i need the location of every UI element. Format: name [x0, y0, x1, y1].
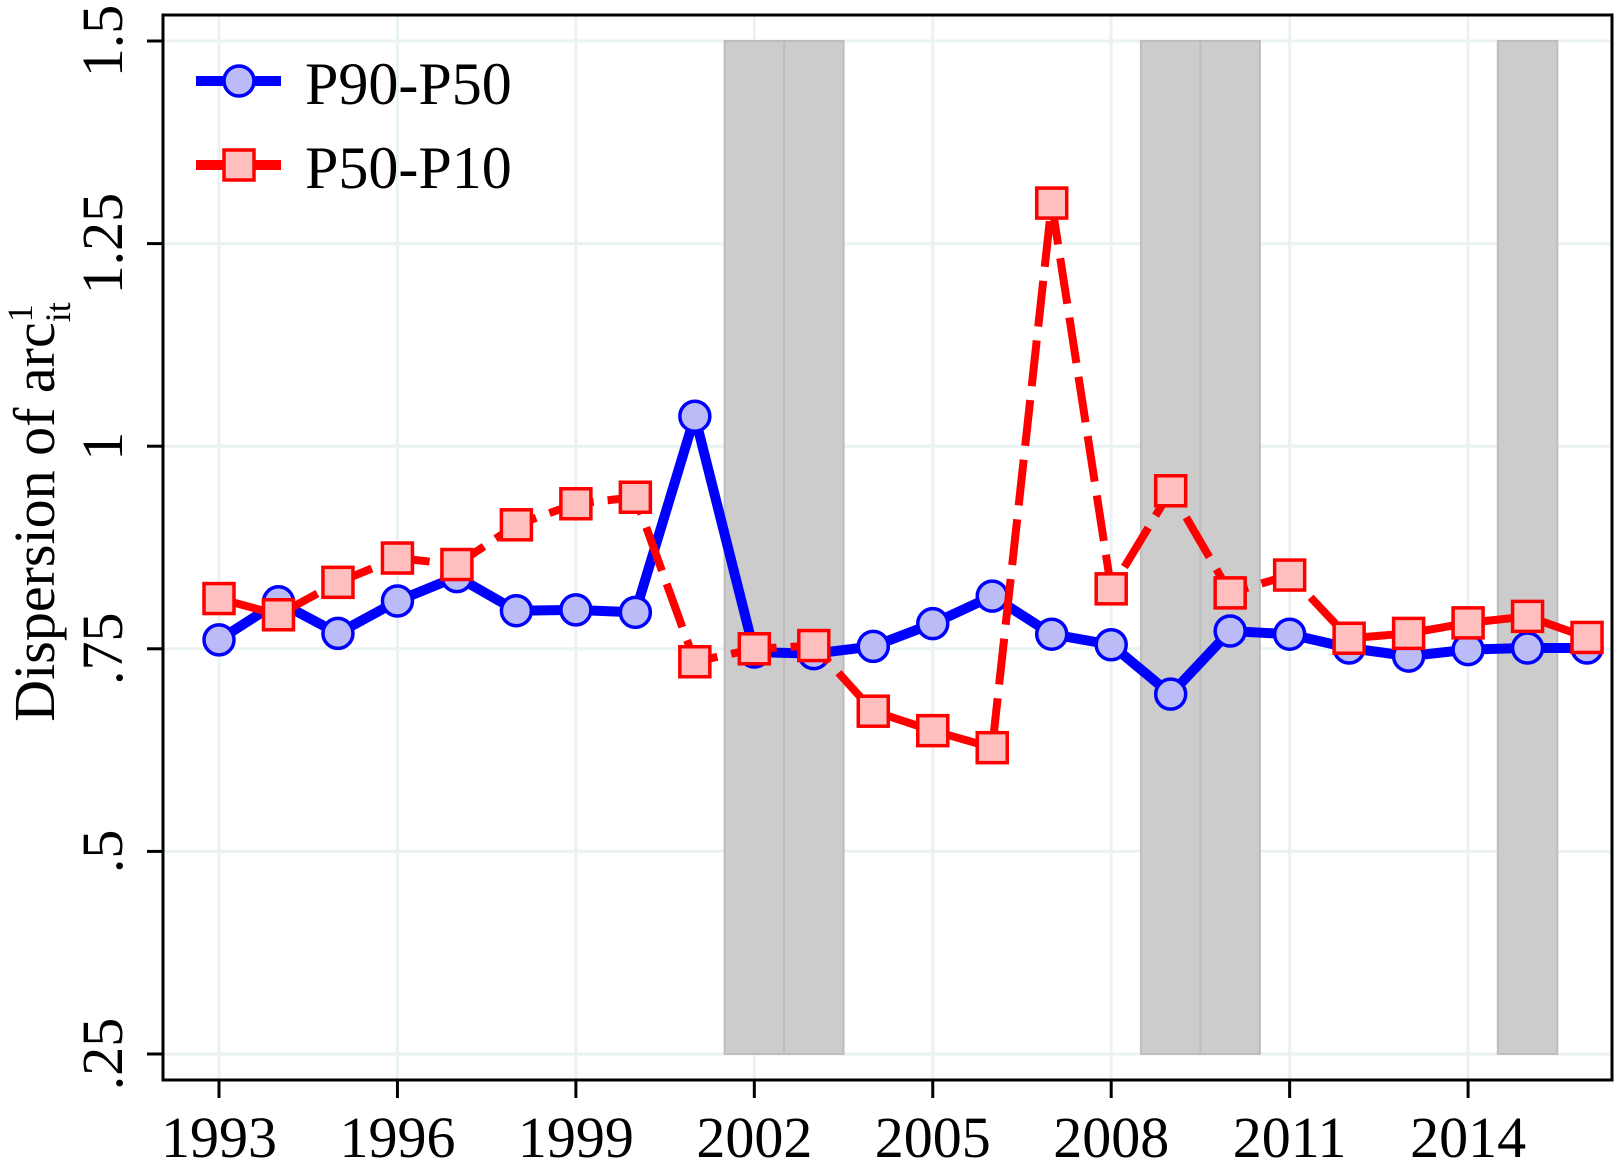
y-axis-title-base: Dispersion of arc: [2, 322, 67, 721]
square-marker-icon: [261, 598, 296, 632]
legend-item-p90-p50: P90-P50: [196, 51, 512, 117]
legend-item-p50-p10: P50-P10: [196, 135, 512, 201]
circle-marker-icon: [222, 64, 256, 98]
square-marker-icon: [1094, 572, 1128, 606]
square-marker-icon: [559, 486, 593, 521]
square-marker-icon: [1451, 606, 1485, 640]
square-marker-icon: [1570, 620, 1604, 655]
square-marker-icon: [440, 547, 474, 582]
recession-bar: [1139, 40, 1202, 1055]
square-marker-icon: [1213, 576, 1247, 610]
x-tick-label: 2014: [1410, 1105, 1526, 1170]
plot-border: [161, 13, 1614, 1082]
y-tick-label: 1: [70, 432, 135, 461]
circle-marker-icon: [975, 579, 1009, 613]
square-marker-icon: [618, 480, 653, 515]
plot-frame: [161, 13, 1614, 1082]
square-marker-icon: [1391, 616, 1426, 651]
x-tick-label: 1993: [161, 1105, 277, 1170]
square-marker-icon: [202, 581, 236, 616]
circle-marker-icon: [1153, 677, 1188, 711]
recession-bar: [1199, 40, 1261, 1055]
x-tick-label: 1996: [339, 1105, 455, 1170]
circle-marker-icon: [916, 606, 950, 641]
y-axis: .25 .5 .75 1 1.25 1.5: [70, 5, 163, 1091]
square-marker-icon: [1034, 186, 1069, 220]
y-tick-label: 1.5: [70, 5, 135, 78]
y-tick-label: .75: [70, 613, 135, 686]
circle-marker-icon: [321, 616, 355, 651]
x-tick-label: 2011: [1233, 1105, 1347, 1170]
recession-bar: [723, 40, 786, 1055]
circle-marker-icon: [559, 593, 593, 627]
square-marker-icon: [1332, 621, 1366, 656]
series-line-p90-p50: [216, 411, 1588, 700]
legend-label-p50-p10: P50-P10: [305, 135, 512, 201]
x-tick-label: 1999: [518, 1105, 634, 1170]
circle-marker-icon: [1272, 617, 1307, 651]
circle-marker-icon: [1213, 614, 1247, 648]
circle-marker-icon: [1034, 617, 1069, 651]
square-marker-icon: [1272, 558, 1307, 592]
legend: P90-P50 P50-P10: [196, 51, 512, 201]
circle-marker-icon: [618, 595, 653, 630]
y-axis-title-sub: it: [38, 302, 78, 322]
y-axis-title: Dispersion of arc1it: [0, 302, 78, 721]
circle-marker-icon: [499, 593, 534, 628]
square-marker-icon: [916, 713, 950, 748]
x-tick-label: 2005: [875, 1105, 991, 1170]
circle-marker-icon: [1510, 631, 1545, 665]
legend-label-p90-p50: P90-P50: [305, 51, 512, 117]
gridlines: [163, 15, 1612, 1080]
square-marker-icon: [797, 628, 831, 663]
series-layer: [202, 186, 1604, 765]
y-tick-label: 1.25: [70, 193, 135, 295]
square-marker-icon: [380, 541, 415, 575]
circle-marker-icon: [1094, 627, 1128, 662]
square-marker-icon: [975, 730, 1009, 765]
square-marker-icon: [222, 148, 256, 182]
y-tick-label: .5: [70, 830, 135, 874]
square-marker-icon: [321, 565, 355, 600]
circle-marker-icon: [678, 399, 712, 433]
square-marker-icon: [678, 645, 712, 679]
x-tick-label: 2002: [696, 1105, 812, 1170]
square-marker-icon: [499, 508, 534, 542]
x-axis: 1993 1996 1999 2002 2005 2008 2011 2014: [161, 1080, 1526, 1170]
square-marker-icon: [1153, 474, 1188, 508]
series-line-p50-p10: [217, 199, 1589, 752]
y-tick-label: .25: [70, 1018, 135, 1091]
square-marker-icon: [1510, 599, 1545, 634]
circle-marker-icon: [202, 623, 236, 657]
recession-bar: [783, 40, 845, 1055]
square-marker-icon: [856, 694, 891, 728]
circle-marker-icon: [380, 584, 415, 618]
circle-marker-icon: [856, 629, 891, 664]
y-axis-title-sup: 1: [0, 304, 40, 322]
square-marker-icon: [737, 632, 772, 666]
recession-bar: [1496, 40, 1559, 1055]
recession-shading: [723, 40, 1559, 1055]
x-tick-label: 2008: [1053, 1105, 1169, 1170]
